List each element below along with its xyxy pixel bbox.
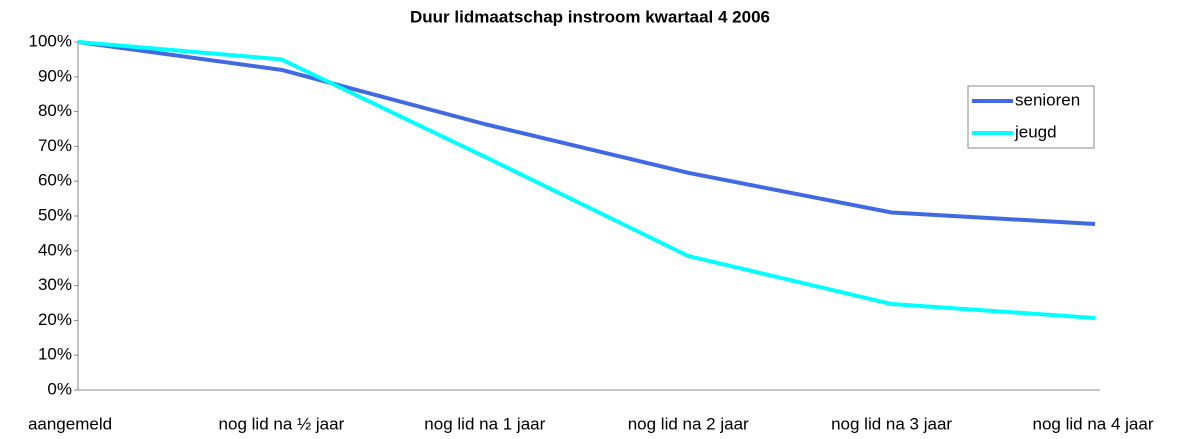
x-tick-label: nog lid na 3 jaar [831, 414, 952, 433]
x-tick-label: nog lid na ½ jaar [219, 414, 345, 433]
y-tick-label: 60% [38, 171, 72, 190]
y-tick-label: 100% [29, 31, 72, 50]
line-series [77, 40, 1096, 227]
y-tick-label: 10% [38, 345, 72, 364]
x-tick-label: nog lid na 1 jaar [424, 414, 545, 433]
x-tick-label: aangemeld [28, 414, 112, 433]
y-tick-label: 50% [38, 205, 72, 224]
line-series [77, 40, 1096, 320]
y-tick-label: 90% [38, 66, 72, 85]
legend-label: senioren [1015, 90, 1080, 109]
y-tick-label: 80% [38, 101, 72, 120]
x-tick-label: nog lid na 4 jaar [1033, 414, 1154, 433]
legend-label: jeugd [1014, 122, 1057, 141]
y-tick-label: 40% [38, 240, 72, 259]
y-tick-label: 20% [38, 310, 72, 329]
y-tick-label: 30% [38, 275, 72, 294]
y-tick-label: 70% [38, 136, 72, 155]
x-tick-label: nog lid na 2 jaar [628, 414, 749, 433]
chart-title: Duur lidmaatschap instroom kwartaal 4 20… [410, 7, 770, 26]
legend-box [967, 85, 1095, 149]
y-tick-label: 0% [47, 379, 72, 398]
